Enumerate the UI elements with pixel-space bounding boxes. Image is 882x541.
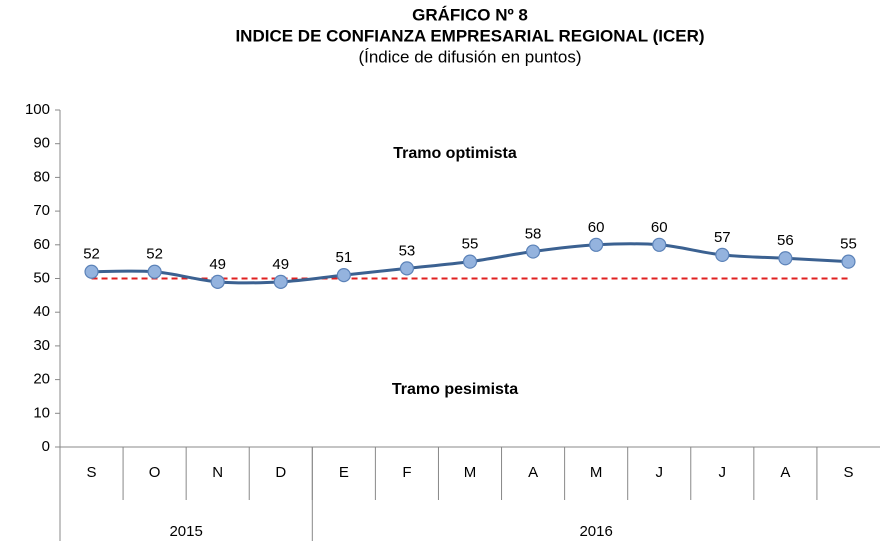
marker <box>525 244 541 259</box>
y-tick-label: 90 <box>33 135 50 152</box>
data-label: 57 <box>714 229 731 246</box>
marker <box>778 251 793 266</box>
x-tick-label: A <box>780 464 790 481</box>
x-tick-label: A <box>528 464 538 481</box>
y-tick-label: 70 <box>33 202 50 219</box>
annotation: Tramo pesimista <box>392 381 518 398</box>
x-tick-label: M <box>590 464 603 481</box>
y-tick-label: 100 <box>25 101 50 118</box>
chart-subtitle: INDICE DE CONFIANZA EMPRESARIAL REGIONAL… <box>235 26 704 45</box>
data-label: 52 <box>146 246 163 263</box>
marker <box>210 274 225 289</box>
x-tick-label: J <box>719 464 727 481</box>
data-label: 60 <box>588 219 605 236</box>
y-tick-label: 0 <box>42 438 50 455</box>
y-tick-label: 10 <box>33 404 50 421</box>
marker <box>273 274 288 289</box>
marker <box>336 268 351 283</box>
x-tick-label: F <box>402 464 411 481</box>
data-label: 58 <box>525 226 542 243</box>
data-label: 49 <box>272 256 289 273</box>
marker <box>589 237 604 252</box>
x-tick-label: J <box>655 464 663 481</box>
x-tick-label: M <box>464 464 477 481</box>
x-tick-label: E <box>339 464 349 481</box>
group-label: 2016 <box>579 523 612 540</box>
y-tick-label: 40 <box>33 303 50 320</box>
x-tick-label: D <box>275 464 286 481</box>
y-tick-label: 50 <box>33 269 50 286</box>
marker <box>399 261 415 276</box>
data-label: 53 <box>399 242 416 259</box>
data-label: 55 <box>462 236 479 253</box>
marker <box>841 254 856 269</box>
y-tick-label: 20 <box>33 371 50 388</box>
marker <box>462 254 478 269</box>
data-label: 51 <box>336 249 353 266</box>
x-tick-label: N <box>212 464 223 481</box>
y-tick-label: 80 <box>33 168 50 185</box>
chart-note: (Índice de difusión en puntos) <box>358 47 581 66</box>
data-label: 60 <box>651 219 668 236</box>
data-label: 49 <box>209 256 226 273</box>
y-tick-label: 60 <box>33 236 50 253</box>
x-tick-label: O <box>149 464 161 481</box>
x-tick-label: S <box>843 464 853 481</box>
marker <box>147 264 162 279</box>
group-label: 2015 <box>169 523 202 540</box>
data-label: 55 <box>840 236 857 253</box>
y-tick-label: 30 <box>33 337 50 354</box>
marker <box>715 247 730 263</box>
data-label: 56 <box>777 232 794 249</box>
x-tick-label: S <box>87 464 97 481</box>
chart-title: GRÁFICO Nº 8 <box>412 5 528 24</box>
annotation: Tramo optimista <box>393 145 517 162</box>
data-label: 52 <box>83 246 100 263</box>
marker <box>84 264 99 279</box>
marker <box>652 237 667 252</box>
